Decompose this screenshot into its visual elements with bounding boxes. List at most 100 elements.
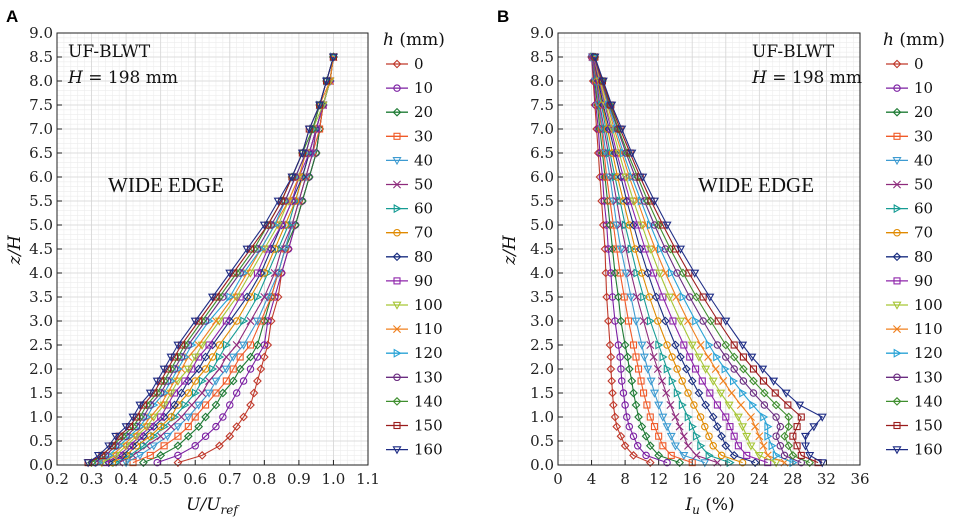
x-tick-label: 12 (649, 470, 668, 488)
data-point-h90 (253, 269, 261, 277)
legend-marker-h40 (892, 157, 902, 166)
x-tick-label: 32 (817, 470, 836, 488)
data-point-h50 (675, 422, 684, 431)
data-point-h60 (216, 352, 225, 362)
x-tick-label: 28 (783, 470, 802, 488)
data-point-h140 (771, 400, 781, 410)
data-point-h150 (784, 401, 792, 409)
data-point-h90 (706, 389, 714, 397)
y-tick-label: 6.0 (29, 168, 53, 186)
data-point-h50 (215, 365, 224, 373)
data-point-h0 (259, 352, 269, 362)
data-point-h160 (805, 452, 815, 461)
panel-b-legend: h (mm) 0 10 20 30 40 50 60 70 80 90 100 110 120 130 14… (883, 30, 945, 459)
data-point-h90 (669, 317, 677, 325)
data-point-h130 (661, 245, 670, 253)
data-point-h20 (645, 441, 655, 451)
data-point-h0 (606, 364, 616, 374)
data-point-h80 (721, 441, 731, 451)
data-point-h120 (692, 316, 701, 326)
panel-a-annotation-source: UF-BLWT (68, 42, 151, 62)
data-point-h100 (665, 293, 675, 302)
data-point-h40 (700, 459, 710, 468)
data-point-h20 (641, 431, 651, 441)
data-point-h50 (156, 432, 165, 441)
data-point-h110 (661, 269, 670, 277)
legend-marker-h30 (893, 132, 901, 140)
data-point-h50 (270, 269, 279, 277)
data-point-h40 (654, 401, 664, 410)
data-point-h150 (699, 293, 707, 301)
series-line-h20 (143, 56, 334, 464)
series-line-h160 (87, 56, 334, 464)
data-point-h120 (656, 244, 666, 254)
y-tick-label: 2.5 (530, 336, 554, 354)
data-point-h160 (617, 125, 627, 134)
series-line-h70 (592, 56, 743, 464)
data-point-h70 (696, 413, 705, 421)
data-point-h90 (734, 442, 742, 450)
y-tick-label: 3.0 (29, 312, 53, 330)
data-point-h80 (694, 388, 704, 398)
data-point-h140 (692, 292, 701, 302)
data-point-h50 (684, 441, 693, 450)
data-point-h90 (698, 377, 706, 385)
data-point-h140 (805, 458, 815, 467)
series-line-h80 (592, 56, 756, 464)
data-point-h80 (177, 388, 186, 398)
data-point-h150 (793, 442, 801, 450)
data-point-h160 (781, 389, 791, 398)
data-point-h40 (221, 365, 231, 374)
x-tick-label: 0 (553, 470, 563, 488)
data-point-h130 (722, 353, 730, 361)
data-point-h60 (688, 422, 697, 432)
legend-marker-h70 (393, 228, 401, 237)
data-point-h160 (662, 221, 672, 230)
data-point-h110 (642, 221, 651, 229)
legend-label-h160: 160 (914, 441, 943, 459)
y-tick-label: 4.5 (530, 240, 554, 258)
y-tick-label: 7.0 (530, 120, 554, 138)
data-point-h0 (620, 441, 630, 451)
data-point-h160 (287, 173, 297, 182)
data-point-h30 (222, 377, 230, 385)
data-point-h160 (121, 423, 131, 432)
data-point-h40 (287, 221, 297, 230)
x-tick-label: 4 (587, 470, 597, 488)
legend-label-h140: 140 (414, 392, 443, 410)
data-point-h160 (173, 341, 183, 350)
legend-marker-h60 (893, 204, 902, 214)
data-point-h150 (714, 317, 722, 325)
y-tick-label: 8.5 (29, 48, 53, 66)
data-point-h130 (760, 401, 769, 409)
y-tick-label: 5.0 (29, 216, 53, 234)
data-point-h70 (705, 432, 713, 440)
data-point-h160 (83, 459, 93, 468)
data-point-h60 (633, 268, 642, 278)
legend-marker-h80 (392, 252, 402, 262)
data-point-h60 (684, 412, 693, 422)
legend-label-h20: 20 (914, 103, 933, 121)
data-point-h80 (660, 316, 670, 326)
data-point-h0 (253, 376, 262, 386)
data-point-h50 (666, 401, 675, 409)
panel-a-region-text: WIDE EDGE (108, 173, 224, 197)
data-point-h160 (721, 317, 731, 326)
legend-marker-h140 (892, 397, 902, 406)
data-point-h10 (191, 442, 199, 450)
data-point-h10 (212, 422, 220, 431)
data-point-h110 (704, 353, 713, 361)
data-point-h30 (632, 353, 640, 361)
data-point-h40 (662, 423, 672, 432)
data-point-h60 (606, 148, 615, 158)
legend-marker-h20 (892, 107, 902, 117)
data-point-h50 (222, 353, 231, 361)
data-point-h120 (713, 352, 722, 362)
data-point-h160 (638, 173, 648, 182)
data-point-h10 (623, 413, 631, 421)
data-point-h120 (620, 148, 629, 158)
y-tick-label: 4.0 (530, 264, 554, 282)
panel-a: A 0.2 0.3 0.4 0.5 0.6 0.7 0.8 0.9 1.0 1.1 0.0 0.5 1.… (5, 7, 445, 517)
y-tick-label: 0.0 (530, 456, 554, 474)
panel-a-frame (56, 32, 369, 466)
